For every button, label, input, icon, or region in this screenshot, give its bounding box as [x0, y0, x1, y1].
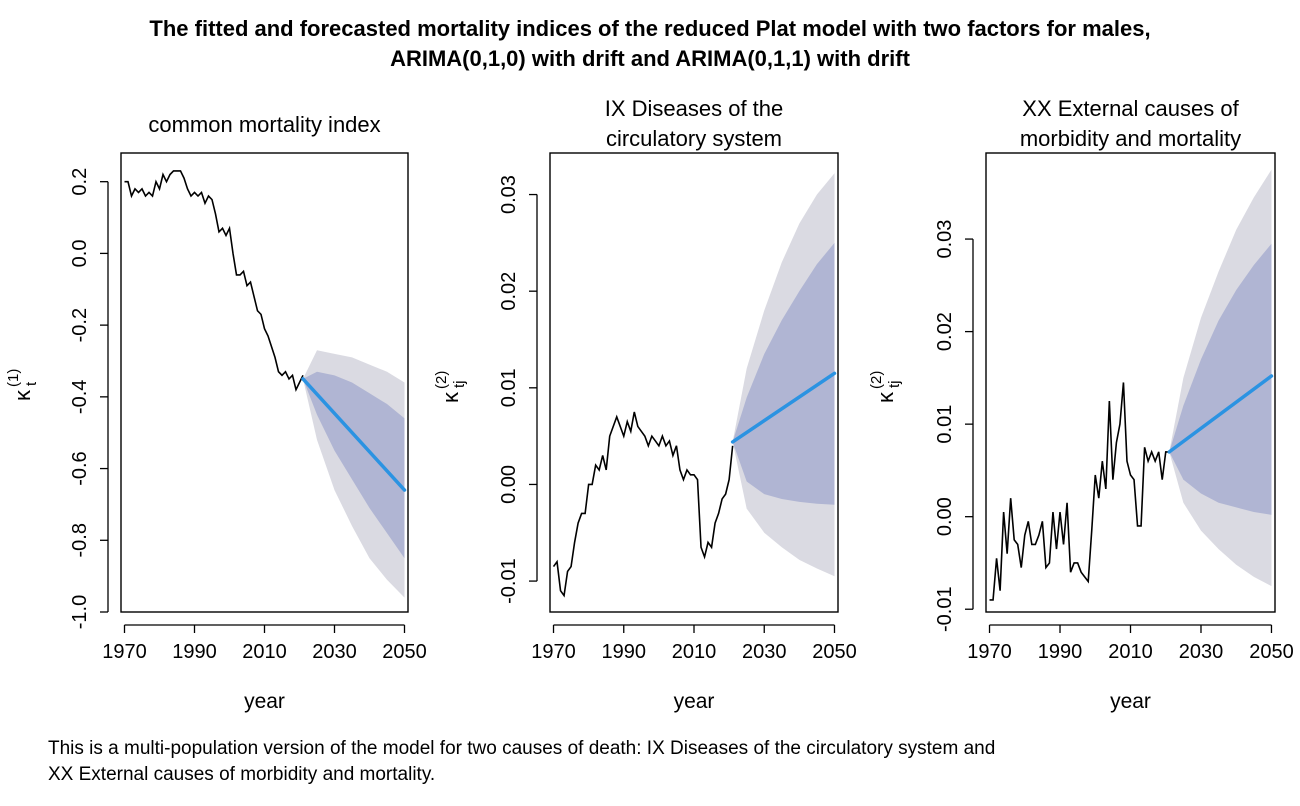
y-label-symbol: κ [873, 391, 898, 403]
y-tick-label: -0.8 [69, 523, 91, 557]
chart-main-title: The fitted and forecasted mortality indi… [0, 14, 1300, 74]
forecast-mean-line [730, 371, 837, 444]
y-label-superscript: (2) [433, 371, 450, 389]
y-label-superscript: (2) [868, 371, 885, 389]
y-tick-label: 0.03 [934, 220, 956, 259]
y-label-symbol: κ [438, 391, 463, 403]
y-tick-label: 0.01 [934, 405, 956, 444]
x-tick-label: 2030 [742, 641, 787, 663]
y-tick-label: 0.00 [934, 497, 956, 536]
x-axis: 1970 1990 2010 2030 2050 year [102, 624, 427, 713]
x-tick-label: 1990 [602, 641, 647, 663]
fitted-index-line [989, 382, 1170, 601]
y-tick-label: 0.2 [69, 168, 91, 196]
x-tick-label: 2030 [312, 641, 357, 663]
caption-line-2: XX External causes of morbidity and mort… [48, 764, 436, 785]
y-tick-label: 0.02 [498, 272, 520, 311]
plot-box [120, 152, 409, 613]
plot-box [549, 152, 839, 613]
panel-title-line: morbidity and mortality [1020, 126, 1241, 151]
x-axis: 1970 1990 2010 2030 2050 year [531, 624, 857, 713]
figure-caption: This is a multi-population version of th… [48, 736, 1278, 788]
x-tick-label: 1970 [102, 641, 147, 663]
y-tick-label: -0.01 [498, 558, 520, 604]
y-tick-label: -0.2 [69, 308, 91, 342]
panel-2: IX Diseases of the circulatory system 1970… [433, 96, 857, 713]
panel-title-line: IX Diseases of the [605, 96, 784, 121]
y-label-symbol: κ [10, 389, 35, 401]
x-tick-label: 2050 [1249, 641, 1294, 663]
x-tick-label: 1990 [1038, 641, 1083, 663]
x-axis: 1970 1990 2010 2030 2050 year [967, 624, 1294, 713]
y-label-subscript: t [23, 381, 40, 386]
x-axis-label: year [1110, 690, 1151, 713]
y-tick-label: -0.4 [69, 380, 91, 414]
y-tick-label: 0.03 [498, 175, 520, 214]
forecast-mean-line [1167, 374, 1274, 454]
y-label-superscript: (1) [5, 369, 22, 387]
x-tick-label: 2030 [1179, 641, 1224, 663]
y-axis: -0.01 0.00 0.01 0.02 0.03 κ (2) tj [868, 220, 974, 632]
fitted-index-line [552, 411, 734, 598]
caption-line-1: This is a multi-population version of th… [48, 738, 996, 759]
panel-1: common mortality index 1970 1990 2010 2030 20… [5, 112, 427, 713]
inner-prediction-band [732, 242, 835, 505]
x-tick-label: 2010 [672, 641, 717, 663]
x-tick-label: 2010 [242, 641, 287, 663]
x-axis-label: year [244, 690, 285, 713]
y-axis-label: κ (1) t [5, 369, 40, 401]
y-tick-label: 0.02 [934, 312, 956, 351]
y-label-subscript: tj [886, 381, 903, 389]
y-tick-label: 0.0 [69, 240, 91, 268]
forecast-mean-line [301, 377, 407, 492]
panel-title-line: XX External causes of [1022, 96, 1239, 121]
panel-title-line: common mortality index [148, 112, 380, 137]
charts-area: common mortality index 1970 1990 2010 2030 20… [5, 96, 1294, 713]
y-tick-label: -0.01 [934, 586, 956, 632]
x-tick-label: 1970 [967, 641, 1012, 663]
panel-3: XX External causes of morbidity and morta… [868, 96, 1294, 713]
x-tick-label: 2010 [1108, 641, 1153, 663]
y-axis-label: κ (2) tj [433, 371, 468, 403]
x-axis-label: year [674, 690, 715, 713]
main-title-line-2: ARIMA(0,1,0) with drift and ARIMA(0,1,1)… [390, 46, 910, 71]
plot-box [985, 152, 1276, 613]
x-tick-label: 1990 [172, 641, 217, 663]
main-title-line-1: The fitted and forecasted mortality indi… [149, 16, 1151, 41]
fitted-index-line [124, 170, 304, 393]
y-axis: -1.0 -0.8 -0.6 -0.4 -0.2 0.0 0.2 κ (1) t [5, 168, 109, 629]
inner-prediction-band [1169, 243, 1272, 515]
x-tick-label: 2050 [382, 641, 427, 663]
panel-title-line: circulatory system [606, 126, 782, 151]
x-tick-label: 1970 [531, 641, 576, 663]
inner-prediction-band [303, 371, 405, 559]
y-tick-label: 0.00 [498, 465, 520, 504]
y-label-subscript: tj [451, 381, 468, 389]
y-axis-label: κ (2) tj [868, 371, 903, 403]
y-axis: -0.01 0.00 0.01 0.02 0.03 κ (2) tj [433, 175, 538, 604]
y-tick-label: 0.01 [498, 368, 520, 407]
x-tick-label: 2050 [812, 641, 857, 663]
y-tick-label: -0.6 [69, 451, 91, 485]
y-tick-label: -1.0 [69, 595, 91, 629]
